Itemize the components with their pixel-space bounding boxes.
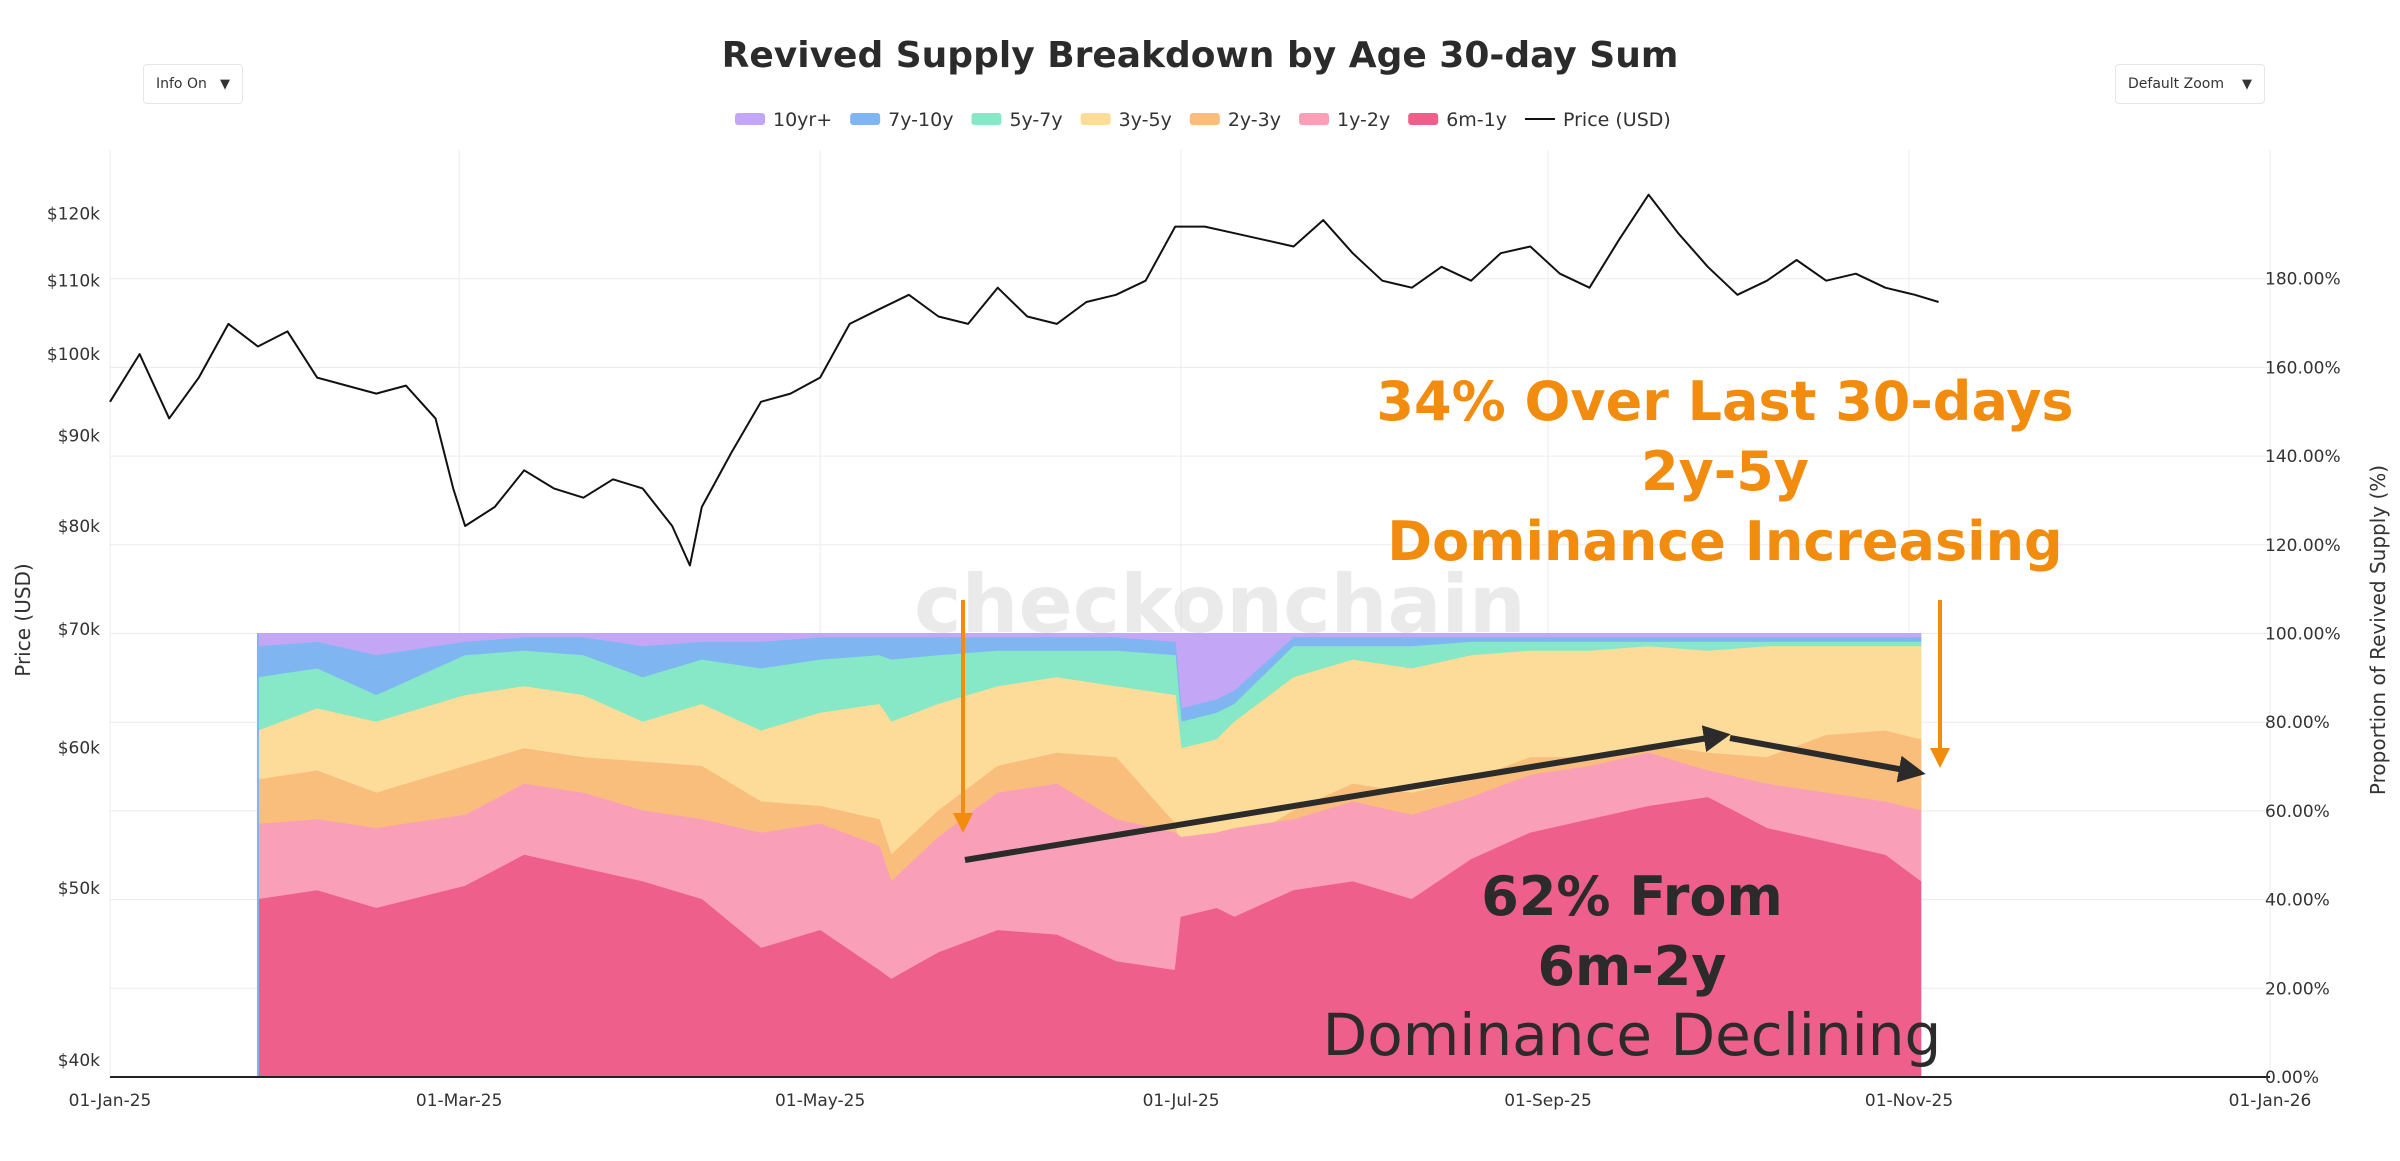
- annotation-dark-line1: 62% From: [1481, 865, 1782, 928]
- info-toggle-label: Info On: [156, 76, 207, 92]
- legend-label: 1y-2y: [1337, 109, 1390, 131]
- legend-item: Price (USD): [1524, 109, 1671, 131]
- legend-item: 10yr+: [735, 109, 832, 131]
- legend: 10yr+ 7y-10y 5y-7y 3y-5y 2y-3y 1y-2y 6m-1y Pric…: [735, 109, 1671, 131]
- legend-swatch: [1080, 113, 1111, 125]
- legend-item: 6m-1y: [1408, 109, 1507, 131]
- x-tick-label: 01-Mar-25: [416, 1091, 503, 1111]
- chevron-down-icon: ▼: [2242, 76, 2252, 92]
- legend-item: 5y-7y: [971, 109, 1063, 131]
- legend-label: 5y-7y: [1009, 109, 1062, 131]
- y-right-tick-label: 60.00%: [2265, 802, 2330, 822]
- zoom-dropdown[interactable]: Default Zoom ▼: [2115, 64, 2265, 104]
- y-right-tick-label: 40.00%: [2265, 891, 2330, 911]
- y-left-tick-label: $110k: [47, 272, 100, 292]
- legend-item: 7y-10y: [850, 109, 953, 131]
- x-tick-label: 01-Jan-26: [2229, 1091, 2312, 1111]
- legend-swatch: [1189, 113, 1220, 125]
- legend-item: 3y-5y: [1080, 109, 1172, 131]
- y-right-tick-label: 120.00%: [2265, 536, 2341, 556]
- x-tick-label: 01-May-25: [775, 1091, 865, 1111]
- y-left-label: Price (USD): [11, 563, 35, 677]
- legend-swatch: [1299, 113, 1329, 125]
- legend-label: Price (USD): [1563, 109, 1671, 131]
- legend-swatch: [850, 113, 881, 125]
- y-right-tick-label: 100.00%: [2265, 625, 2341, 645]
- annotation-orange-line2: 2y-5y: [1641, 440, 1809, 503]
- y-left-tick-label: $120k: [47, 205, 100, 225]
- y-left-ticks: $120k $110k $100k $90k $80k $70k $60k $50k $40k: [47, 205, 100, 1071]
- legend-label: 7y-10y: [888, 109, 953, 131]
- annotation-dark-line3: Dominance Declining: [1323, 1001, 1942, 1069]
- zoom-label: Default Zoom: [2128, 76, 2224, 92]
- annotation-dark-line2: 6m-2y: [1537, 935, 1726, 998]
- y-right-tick-label: 80.00%: [2265, 713, 2330, 733]
- legend-label: 10yr+: [773, 109, 832, 131]
- x-axis-ticks: 01-Jan-25 01-Mar-25 01-May-25 01-Jul-25 01-S…: [69, 1091, 2312, 1111]
- y-right-tick-label: 180.00%: [2265, 270, 2341, 290]
- chevron-down-icon: ▼: [220, 76, 230, 92]
- y-right-tick-label: 0.00%: [2265, 1068, 2319, 1088]
- dark-arrow-falling: [1729, 735, 1926, 783]
- legend-item: 1y-2y: [1299, 109, 1390, 131]
- legend-label: 2y-3y: [1228, 109, 1281, 131]
- legend-swatch: [735, 113, 765, 125]
- y-left-tick-label: $100k: [47, 345, 100, 365]
- price-line: [109, 193, 1939, 567]
- x-tick-label: 01-Nov-25: [1865, 1091, 1953, 1111]
- x-tick-label: 01-Jul-25: [1143, 1091, 1220, 1111]
- price-series: [109, 193, 1939, 567]
- legend-swatch: [1408, 113, 1439, 125]
- y-right-tick-label: 160.00%: [2265, 358, 2341, 378]
- legend-swatch: [971, 113, 1002, 125]
- info-toggle-dropdown[interactable]: Info On ▼: [143, 64, 243, 104]
- annotation-orange-line3: Dominance Increasing: [1387, 510, 2062, 573]
- y-right-tick-label: 140.00%: [2265, 447, 2341, 467]
- y-left-tick-label: $40k: [58, 1051, 100, 1071]
- x-tick-label: 01-Jan-25: [69, 1091, 152, 1111]
- legend-label: 3y-5y: [1119, 109, 1172, 131]
- chart-title: Revived Supply Breakdown by Age 30-day S…: [722, 35, 1679, 76]
- y-left-tick-label: $80k: [58, 517, 100, 537]
- y-right-label: Proportion of Revived Supply (%): [2366, 465, 2390, 795]
- legend-item: 2y-3y: [1189, 109, 1281, 131]
- y-left-tick-label: $70k: [58, 620, 100, 640]
- y-left-tick-label: $90k: [58, 426, 100, 446]
- legend-label: 6m-1y: [1446, 109, 1507, 131]
- y-right-tick-label: 20.00%: [2265, 979, 2330, 999]
- y-left-tick-label: $60k: [58, 739, 100, 759]
- dark-arrow-rising: [964, 725, 1731, 863]
- y-left-tick-label: $50k: [58, 879, 100, 899]
- x-tick-label: 01-Sep-25: [1504, 1091, 1592, 1111]
- y-right-ticks: 180.00% 160.00% 140.00% 120.00% 100.00% 80.00…: [2265, 270, 2341, 1088]
- annotation-orange-line1: 34% Over Last 30-days: [1376, 370, 2073, 433]
